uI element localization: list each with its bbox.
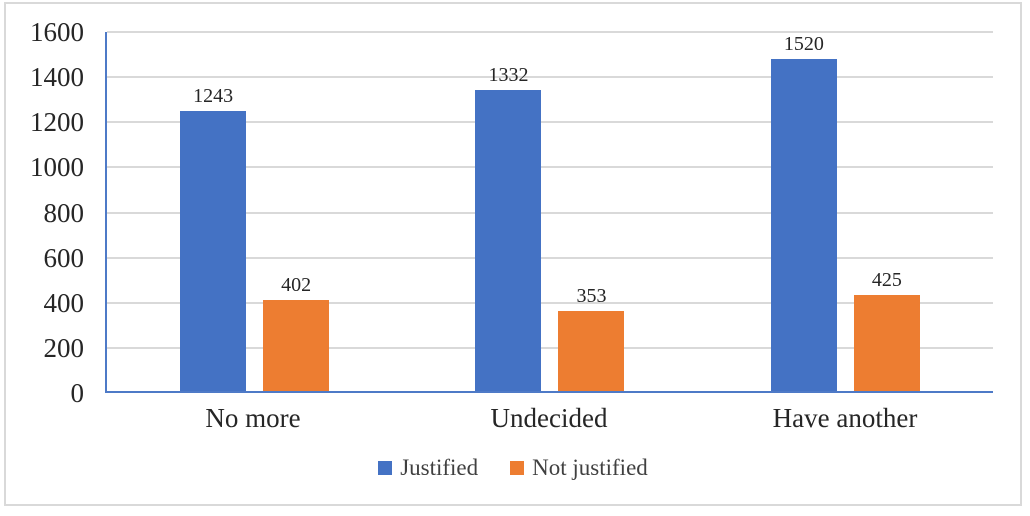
legend-label: Justified: [400, 455, 479, 480]
bar-value-label: 402: [281, 274, 312, 296]
y-tick-label: 1000: [30, 152, 84, 183]
bar-value-label: 425: [871, 269, 902, 291]
gridline: [107, 31, 993, 33]
bar-wrap: 353: [558, 32, 625, 391]
y-tick-label: 0: [70, 378, 85, 408]
gridline: [107, 166, 993, 169]
bar-not-justified: [263, 300, 330, 391]
plot-area: 1243 402 1332 353 1520 425: [105, 31, 993, 393]
bar-group: 1243 402: [107, 32, 402, 391]
y-tick-label: 600: [43, 242, 85, 273]
x-category-label: Undecided: [490, 403, 608, 433]
bar-wrap: 1332: [475, 32, 542, 391]
y-tick-label: 1200: [30, 107, 84, 138]
bar-value-label: 1332: [488, 64, 529, 86]
bar-value-label: 353: [576, 285, 607, 307]
legend-item: Justified: [378, 454, 478, 482]
bar-justified: [475, 90, 542, 391]
bar-wrap: 1243: [180, 32, 247, 391]
bar-justified: [180, 111, 247, 391]
gridline: [107, 256, 993, 259]
x-axis-category-labels: No more Undecided Have another: [105, 401, 993, 435]
gridline: [107, 121, 993, 124]
bar-wrap: 425: [853, 32, 920, 391]
bar-groups: 1243 402 1332 353 1520 425: [107, 32, 993, 391]
legend: Justified Not justified: [6, 454, 1020, 482]
gridline: [107, 211, 993, 214]
y-tick-label: 800: [43, 197, 85, 228]
legend-item: Not justified: [510, 454, 648, 482]
bar-wrap: 1520: [770, 32, 837, 391]
chart-figure: 0 200 400 600 800 1000 1200 1400 1600 1243 402 133…: [4, 2, 1022, 506]
bar-group: 1520 425: [698, 32, 993, 391]
legend-swatch-icon: [378, 461, 393, 475]
bar-value-label: 1243: [193, 85, 234, 107]
y-tick-label: 1600: [30, 17, 84, 47]
legend-label: Not justified: [532, 455, 648, 480]
bar-not-justified: [853, 295, 920, 391]
y-tick-label: 200: [43, 332, 85, 363]
gridline: [107, 76, 993, 79]
gridline: [107, 346, 993, 349]
x-category-label: Have another: [772, 403, 918, 433]
bar-justified: [770, 59, 837, 391]
bar-wrap: 402: [263, 32, 330, 391]
y-axis: 0 200 400 600 800 1000 1200 1400 1600: [6, 4, 84, 504]
y-tick-label: 1400: [30, 62, 84, 93]
bar-group: 1332 353: [402, 32, 697, 391]
bar-value-label: 1520: [783, 33, 824, 55]
y-tick-label: 400: [43, 287, 85, 318]
gridline: [107, 301, 993, 304]
bar-not-justified: [558, 311, 625, 391]
x-category-label: No more: [205, 403, 301, 433]
legend-swatch-icon: [510, 461, 525, 475]
